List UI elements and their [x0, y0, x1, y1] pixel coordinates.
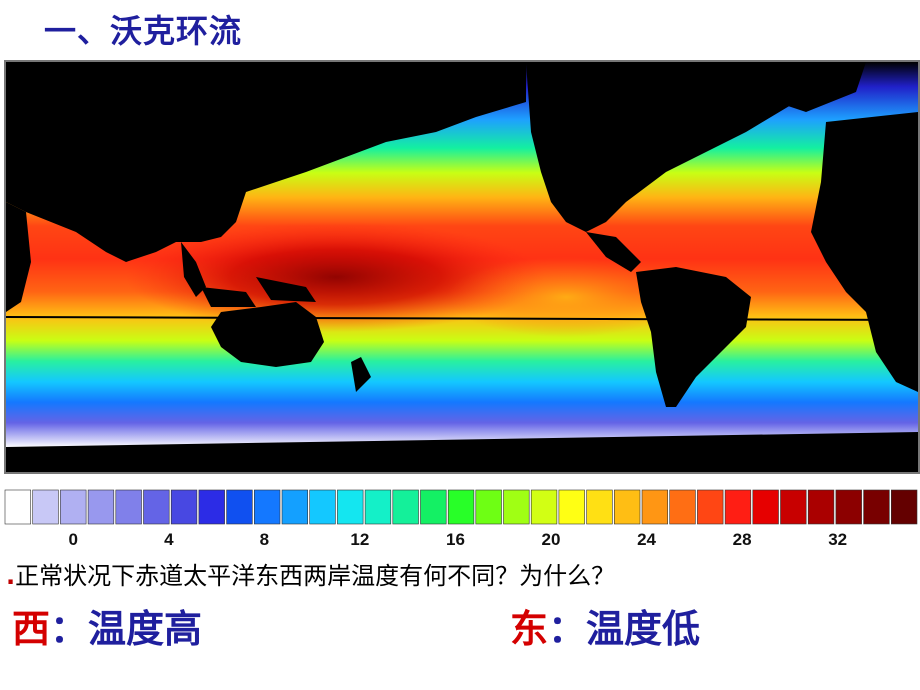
colorbar-swatch	[309, 489, 336, 525]
colorbar-tick-label: 0	[68, 530, 78, 549]
colorbar-swatch	[198, 489, 225, 525]
answer-east-value: 温度低	[586, 607, 701, 651]
colorbar-swatch	[392, 489, 419, 525]
colorbar-swatch	[503, 489, 530, 525]
colorbar-tick-label: 4	[164, 530, 174, 549]
colorbar-svg	[4, 489, 918, 525]
colorbar-swatch	[87, 489, 115, 525]
colorbar-swatch	[669, 489, 696, 525]
sst-map-svg	[6, 62, 918, 472]
question-marker: .	[6, 562, 16, 590]
answer-west-value: 温度高	[88, 607, 203, 651]
colorbar-tick-label: 12	[350, 530, 370, 549]
colorbar-swatch	[586, 489, 613, 525]
question-text: .正常状况下赤道太平洋东西两岸温度有何不同？为什么？	[6, 556, 615, 591]
colorbar-swatch	[475, 489, 502, 525]
colorbar-tick-label: 32	[828, 530, 848, 549]
colorbar-swatch	[447, 489, 475, 525]
answer-west-direction: 西	[12, 607, 51, 651]
colorbar-swatch	[364, 489, 392, 525]
colorbar-swatch	[170, 489, 198, 525]
colorbar-tick-label: 24	[637, 530, 657, 549]
colorbar-swatch	[890, 489, 918, 525]
answer-east-direction: 东	[510, 607, 549, 651]
colorbar-swatch	[835, 489, 862, 525]
colorbar-swatch	[254, 489, 281, 525]
colorbar-tick-label: 20	[541, 530, 561, 549]
colorbar-swatch	[337, 489, 364, 525]
colorbar-swatch	[143, 489, 170, 525]
colorbar-swatch	[281, 489, 309, 525]
slide-title: 一、沃克环流	[44, 12, 243, 50]
colorbar-swatch	[32, 489, 59, 525]
colorbar-swatch	[641, 489, 669, 525]
colorbar-swatch	[420, 489, 447, 525]
answer-east-separator: ：	[548, 607, 587, 651]
colorbar-swatch	[60, 489, 87, 525]
colorbar-ticks: 0 4 8 12 16 20 24 28 32	[4, 530, 918, 552]
colorbar-swatch	[863, 489, 890, 525]
sea-surface-temperature-map	[4, 60, 920, 474]
colorbar-swatch	[724, 489, 752, 525]
equator-line	[6, 316, 918, 321]
colorbar-swatch	[530, 489, 558, 525]
colorbar-swatch	[613, 489, 641, 525]
colorbar-swatch	[697, 489, 724, 525]
colorbar-swatch	[226, 489, 253, 525]
colorbar-swatch	[115, 489, 142, 525]
colorbar-tick-label: 16	[445, 530, 465, 549]
colorbar-swatch	[4, 489, 32, 525]
temperature-colorbar	[4, 489, 918, 527]
question-body: 正常状况下赤道太平洋东西两岸温度有何不同？为什么？	[15, 562, 616, 590]
colorbar-swatch	[752, 489, 779, 525]
colorbar-swatch	[780, 489, 807, 525]
colorbar-tick-label: 28	[732, 530, 752, 549]
colorbar-tick-label: 8	[259, 530, 270, 549]
colorbar-swatch	[558, 489, 585, 525]
answer-west: 西：温度高	[12, 598, 202, 653]
answer-west-separator: ：	[50, 607, 89, 651]
answer-east: 东：温度低	[510, 598, 700, 653]
colorbar-swatch	[807, 489, 835, 525]
